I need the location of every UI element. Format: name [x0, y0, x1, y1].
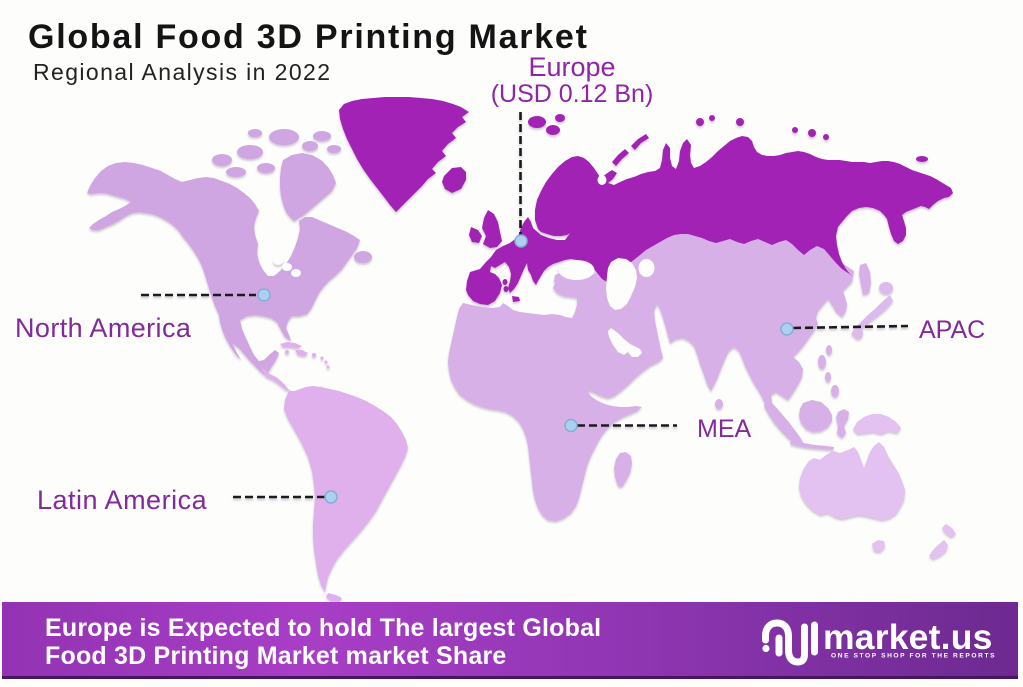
svg-text:ONE STOP SHOP FOR THE REPORTS: ONE STOP SHOP FOR THE REPORTS [831, 653, 996, 660]
svg-text:market.us: market.us [823, 617, 993, 657]
